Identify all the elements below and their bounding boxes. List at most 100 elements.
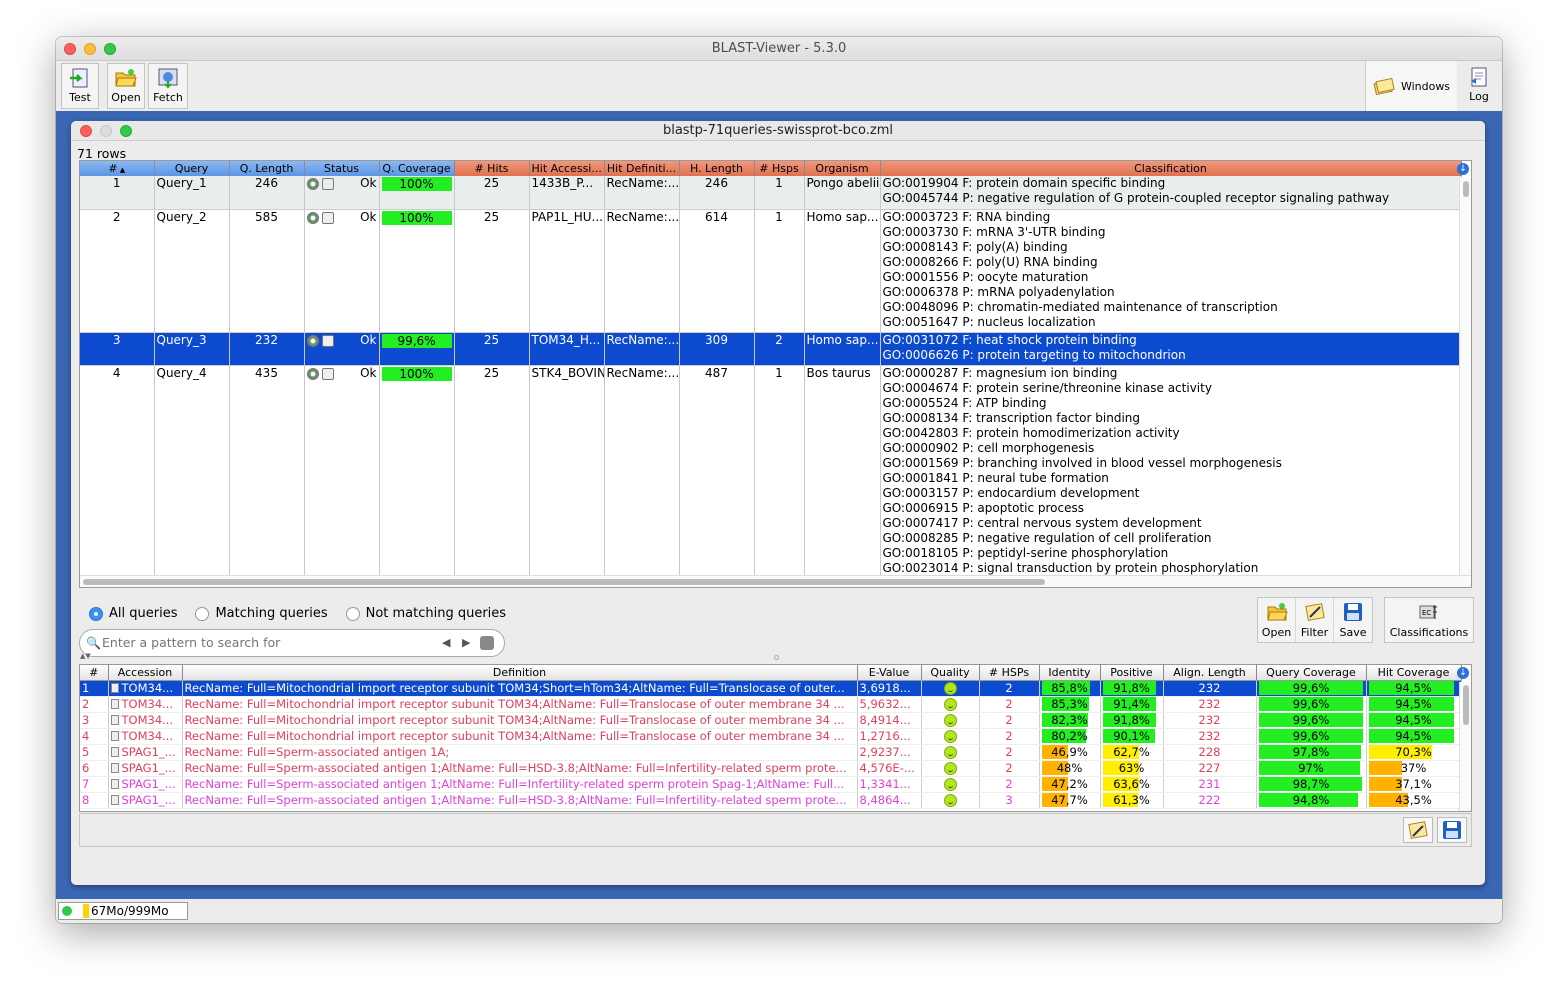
collapse-arrows-icon[interactable]: ▲▼ [80, 652, 91, 660]
column-header[interactable]: Quality [921, 665, 980, 681]
hsp-count: 2 [754, 332, 805, 366]
column-header[interactable]: Q. Length [229, 161, 305, 176]
positive-bar: 61,3% [1102, 793, 1161, 807]
matching-queries-radio[interactable]: Matching queries [195, 606, 328, 621]
column-header[interactable]: Positive [1100, 665, 1164, 681]
hit-number: 1 [80, 680, 109, 697]
column-header[interactable]: Hit Accessi... [529, 161, 605, 176]
status-cell: Ok [304, 209, 380, 333]
coverage-bar: 100% [381, 210, 452, 225]
split-divider[interactable]: ▲▼ [71, 652, 1485, 662]
query-coverage: 98,7% [1256, 776, 1367, 793]
doc-close-button[interactable] [80, 125, 92, 137]
positive-text: 63% [1118, 761, 1145, 775]
filter-button[interactable]: Filter [1296, 598, 1334, 642]
hit-row[interactable]: 7 SPAG1_... RecName: Full=Sperm-associated… [80, 776, 1462, 793]
folder-open-icon [1266, 603, 1288, 621]
query-row[interactable]: 2 Query_2 585 Ok 100% 25 PAP1L_HU... RecName:..… [80, 209, 1462, 333]
positive-bar: 62,7% [1102, 745, 1161, 759]
e-value: 2,9237... [857, 744, 922, 761]
log-button[interactable]: Log [1460, 63, 1498, 109]
not-matching-queries-radio[interactable]: Not matching queries [345, 606, 506, 621]
positive-text: 61,3% [1113, 793, 1150, 807]
hits-vscroll-thumb[interactable] [1463, 685, 1469, 725]
hit-row[interactable]: 1 TOM34... RecName: Full=Mitochondrial imp… [80, 680, 1462, 697]
column-header[interactable]: # HSPs [979, 665, 1040, 681]
column-chooser-icon[interactable]: ↓ [1457, 163, 1469, 175]
column-header[interactable]: Hit Coverage [1366, 665, 1462, 681]
query-row[interactable]: 4 Query_4 435 Ok 100% 25 STK4_BOVIN RecName:...… [80, 365, 1462, 577]
hit-number: 8 [80, 792, 109, 809]
doc-zoom-button[interactable] [120, 125, 132, 137]
column-header[interactable]: Query Coverage [1256, 665, 1367, 681]
search-clear-icon[interactable] [480, 636, 494, 650]
identity-bar: 85,8% [1041, 681, 1098, 695]
query-row[interactable]: 1 Query_1 246 Ok 100% 25 1433B_P... RecName:...… [80, 176, 1462, 210]
column-header[interactable]: Hit Definiti... [604, 161, 680, 176]
test-button[interactable]: Test [61, 63, 99, 109]
hit-coverage-bar: 37,1% [1368, 777, 1459, 791]
e-value: 5,9632... [857, 696, 922, 713]
column-header[interactable]: Classification [880, 161, 1462, 176]
hits-column-chooser-icon[interactable]: ↓ [1457, 667, 1469, 679]
ec-classification-icon: EC [1419, 605, 1437, 619]
hit-row[interactable]: 8 SPAG1_... RecName: Full=Sperm-associated… [80, 792, 1462, 809]
column-header[interactable]: Q. Coverage [379, 161, 455, 176]
classifications-button[interactable]: EC Classifications [1385, 598, 1473, 642]
hits-save-button[interactable] [1437, 817, 1467, 843]
positive-fill [1102, 697, 1156, 711]
doc-minimize-button[interactable] [100, 125, 112, 137]
positive-bar: 90,1% [1102, 729, 1161, 743]
query-vscroll-thumb[interactable] [1463, 181, 1469, 197]
zoom-button[interactable] [104, 43, 116, 55]
column-header[interactable]: Organism [804, 161, 881, 176]
search-input[interactable] [102, 635, 422, 650]
e-value: 8,4864... [857, 792, 922, 809]
close-button[interactable] [64, 43, 76, 55]
memory-indicator[interactable]: 67Mo/999Mo [58, 902, 188, 920]
hit-definition: RecName: Full=Sperm-associated antigen 1… [182, 744, 858, 761]
column-header[interactable]: # [80, 665, 109, 681]
split-grip-icon[interactable] [774, 655, 779, 660]
open-button[interactable]: Open [107, 63, 145, 109]
minimize-button[interactable] [84, 43, 96, 55]
all-queries-radio[interactable]: All queries [89, 606, 177, 621]
column-header[interactable]: # Hsps [754, 161, 805, 176]
fetch-button[interactable]: Fetch [148, 63, 188, 109]
column-header[interactable]: Identity [1039, 665, 1101, 681]
column-header[interactable]: Query [154, 161, 230, 176]
identity: 47,7% [1039, 792, 1101, 809]
window-title: BLAST-Viewer - 5.3.0 [711, 41, 847, 56]
column-header[interactable]: Accession [108, 665, 183, 681]
hit-row[interactable]: 2 TOM34... RecName: Full=Mitochondrial imp… [80, 696, 1462, 713]
column-header[interactable]: # ▲ [80, 161, 155, 176]
save-button[interactable]: Save [1334, 598, 1372, 642]
hits-vertical-scrollbar[interactable] [1459, 682, 1471, 811]
hit-accession: SPAG1_... [108, 776, 183, 793]
search-previous-icon[interactable]: ◀ [442, 636, 451, 649]
column-header[interactable]: H. Length [679, 161, 755, 176]
column-header[interactable]: Align. Length [1163, 665, 1257, 681]
hit-row[interactable]: 6 SPAG1_... RecName: Full=Sperm-associated… [80, 760, 1462, 777]
search-next-icon[interactable]: ▶ [462, 636, 471, 649]
query-hscroll-thumb[interactable] [83, 579, 1045, 585]
column-header[interactable]: Status [304, 161, 380, 176]
column-header[interactable]: # Hits [454, 161, 530, 176]
desktop-area: blastp-71queries-swissprot-bco.zml 71 ro… [56, 111, 1502, 899]
query-row[interactable]: 3 Query_3 232 Ok 99,6% 25 TOM34_H... RecName:..… [80, 332, 1462, 366]
column-header[interactable]: E-Value [857, 665, 922, 681]
positive-text: 91,4% [1113, 697, 1150, 711]
hit-row[interactable]: 4 TOM34... RecName: Full=Mitochondrial imp… [80, 728, 1462, 745]
organism: Homo sap... [804, 332, 881, 366]
hits-filter-button[interactable] [1403, 817, 1433, 843]
query-horizontal-scrollbar[interactable] [80, 575, 1471, 587]
hit-row[interactable]: 3 TOM34... RecName: Full=Mitochondrial imp… [80, 712, 1462, 729]
query-name: Query_4 [154, 365, 230, 577]
query-vertical-scrollbar[interactable] [1459, 178, 1471, 575]
open-hits-button[interactable]: Open [1258, 598, 1296, 642]
fetch-label: Fetch [153, 91, 183, 104]
column-header[interactable]: Definition [182, 665, 858, 681]
hit-row[interactable]: 5 SPAG1_... RecName: Full=Sperm-associated… [80, 744, 1462, 761]
windows-button[interactable]: Windows [1365, 61, 1457, 111]
positive-fill [1102, 761, 1140, 775]
